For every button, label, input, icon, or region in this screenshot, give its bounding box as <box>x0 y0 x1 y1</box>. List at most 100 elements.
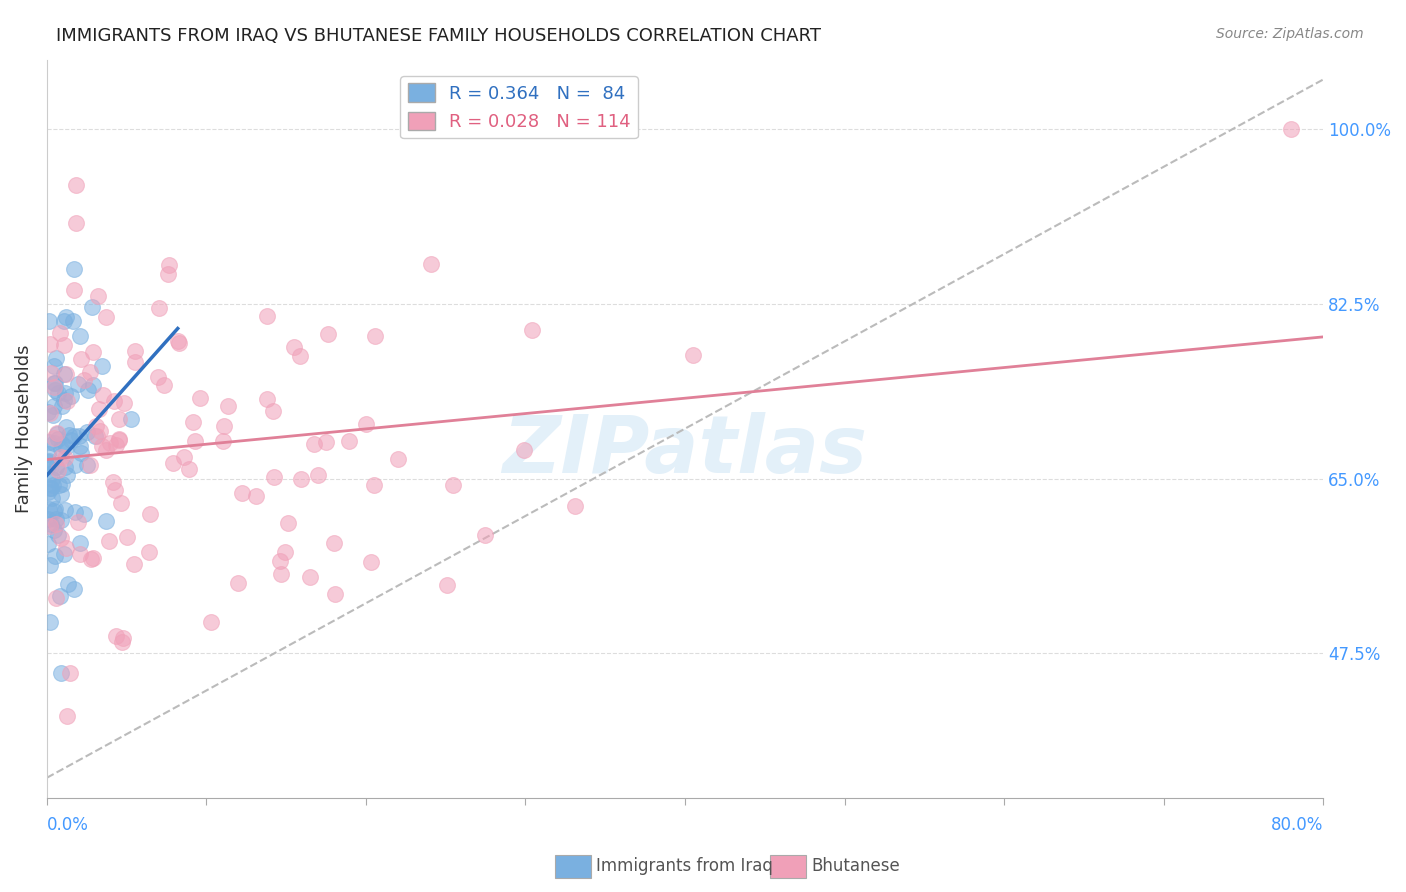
Point <box>55 541 77 555</box>
Point <box>105 437 128 451</box>
Text: ZIPatlas: ZIPatlas <box>502 412 868 490</box>
Point <box>212 418 235 433</box>
Point <box>101 475 124 490</box>
Point <box>44 383 66 397</box>
Point <box>82 378 104 392</box>
Point <box>177 462 200 476</box>
Point <box>274 545 297 559</box>
Point <box>37 447 59 461</box>
Point <box>38 615 60 630</box>
Point <box>65 458 87 473</box>
Point <box>80 551 103 566</box>
Point <box>354 417 377 431</box>
Point <box>39 366 62 380</box>
Point <box>107 412 129 426</box>
Point <box>55 310 77 325</box>
Point <box>1279 122 1302 136</box>
Point <box>69 328 91 343</box>
Point <box>387 451 409 466</box>
Point <box>120 412 142 426</box>
Point <box>138 545 160 559</box>
Point <box>77 384 100 398</box>
Point <box>37 485 59 500</box>
Point <box>38 502 60 516</box>
Point <box>69 536 91 550</box>
Point <box>98 436 121 450</box>
Point <box>67 429 90 443</box>
Point <box>103 394 125 409</box>
Point <box>188 392 211 406</box>
Point <box>45 459 67 474</box>
Point <box>39 519 62 533</box>
Point <box>44 400 66 414</box>
Point <box>56 394 79 409</box>
Point <box>42 524 65 538</box>
Point <box>46 528 69 542</box>
Point <box>419 258 441 272</box>
Point <box>363 478 385 492</box>
Point <box>682 348 704 362</box>
Point <box>38 314 60 328</box>
Point <box>63 283 86 297</box>
Point <box>302 437 325 451</box>
Point <box>262 404 284 418</box>
Point <box>39 482 62 496</box>
Point <box>46 432 69 446</box>
Point <box>245 489 267 503</box>
Point <box>58 428 80 442</box>
Point <box>90 439 112 453</box>
Point <box>441 478 464 492</box>
Point <box>94 514 117 528</box>
Point <box>45 351 67 366</box>
Point <box>59 434 82 448</box>
Point <box>45 512 67 526</box>
Point <box>148 301 170 316</box>
Point <box>315 434 337 449</box>
Y-axis label: Family Households: Family Households <box>15 344 32 513</box>
Point <box>69 547 91 561</box>
Point <box>299 570 322 584</box>
Point <box>84 419 107 434</box>
Point <box>156 267 179 281</box>
Point <box>283 339 305 353</box>
Point <box>91 388 114 402</box>
Point <box>42 435 65 450</box>
Point <box>48 462 70 476</box>
Point <box>124 344 146 359</box>
Point <box>263 470 285 484</box>
Point <box>49 450 72 464</box>
Point <box>226 576 249 591</box>
Point <box>53 314 76 328</box>
Point <box>339 434 361 448</box>
Point <box>63 582 86 596</box>
Text: Bhutanese: Bhutanese <box>811 857 900 875</box>
Point <box>288 349 311 363</box>
Point <box>86 429 108 443</box>
Point <box>59 666 82 681</box>
Point <box>108 433 131 447</box>
Point <box>67 376 90 391</box>
Point <box>98 533 121 548</box>
Point <box>83 428 105 442</box>
Point <box>53 451 76 466</box>
Point <box>37 404 59 418</box>
Point <box>76 425 98 439</box>
Point <box>307 468 329 483</box>
Point <box>42 359 65 374</box>
Point <box>94 443 117 458</box>
Point <box>39 516 62 531</box>
Point <box>46 385 69 400</box>
Text: Source: ZipAtlas.com: Source: ZipAtlas.com <box>1216 27 1364 41</box>
Point <box>277 516 299 530</box>
Point <box>48 478 70 492</box>
Point <box>45 591 67 605</box>
Text: 0.0%: 0.0% <box>46 815 89 834</box>
Point <box>46 427 69 442</box>
Point <box>44 502 66 516</box>
Point <box>316 327 339 342</box>
Point <box>112 396 135 410</box>
Point <box>55 419 77 434</box>
Point <box>53 392 76 407</box>
Point <box>76 458 98 473</box>
Text: 80.0%: 80.0% <box>1271 815 1323 834</box>
